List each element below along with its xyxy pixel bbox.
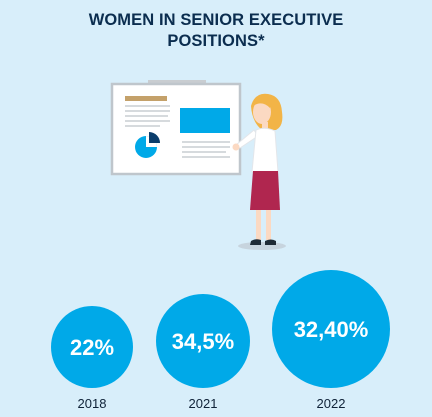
bubble-value-label-2021: 34,5% bbox=[172, 329, 234, 354]
pie-chart-icon bbox=[135, 132, 160, 158]
bubble-2021 bbox=[156, 294, 250, 388]
category-label-2022: 2022 bbox=[317, 396, 346, 411]
category-label-2021: 2021 bbox=[189, 396, 218, 411]
whiteboard-rail bbox=[148, 80, 206, 84]
chart-title-line-1: WOMEN IN SENIOR EXECUTIVE bbox=[88, 11, 344, 29]
category-label-2018: 2018 bbox=[78, 396, 107, 411]
chart-title-line-2: POSITIONS* bbox=[167, 32, 265, 50]
bubble-2018 bbox=[51, 306, 133, 388]
bubble-value-label-2022: 32,40% bbox=[294, 317, 369, 342]
woman-presenter-icon bbox=[232, 93, 286, 250]
chart-title: WOMEN IN SENIOR EXECUTIVE POSITIONS* bbox=[0, 10, 432, 52]
board-blue-panel bbox=[180, 108, 230, 133]
bubble-2022 bbox=[272, 270, 390, 388]
bubble-value-label-2018: 22% bbox=[70, 335, 114, 360]
whiteboard bbox=[110, 82, 242, 176]
